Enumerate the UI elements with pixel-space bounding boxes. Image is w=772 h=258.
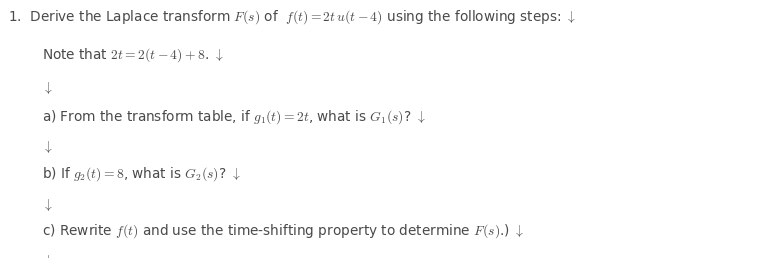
Text: a) From the transform table, if $g_1(t) = 2t$, what is $G_1(s)$? $\downarrow$: a) From the transform table, if $g_1(t) …: [42, 108, 426, 126]
Text: 1.  Derive the Laplace transform $F(s)$ of  $f(t) = 2t\,u(t-4)$ using the follow: 1. Derive the Laplace transform $F(s)$ o…: [8, 8, 576, 26]
Text: Note that $2t = 2(t-4)+8$. $\downarrow$: Note that $2t = 2(t-4)+8$. $\downarrow$: [42, 46, 224, 64]
Text: $\downarrow$: $\downarrow$: [42, 80, 53, 96]
Text: c) Rewrite $f(t)$ and use the time-shifting property to determine $F(s)$.) $\dow: c) Rewrite $f(t)$ and use the time-shift…: [42, 222, 525, 240]
Text: $\downarrow$: $\downarrow$: [42, 253, 53, 258]
Text: $\downarrow$: $\downarrow$: [42, 197, 53, 213]
Text: $\downarrow$: $\downarrow$: [42, 139, 53, 155]
Text: b) If $g_2(t) = 8$, what is $G_2(s)$? $\downarrow$: b) If $g_2(t) = 8$, what is $G_2(s)$? $\…: [42, 165, 241, 183]
